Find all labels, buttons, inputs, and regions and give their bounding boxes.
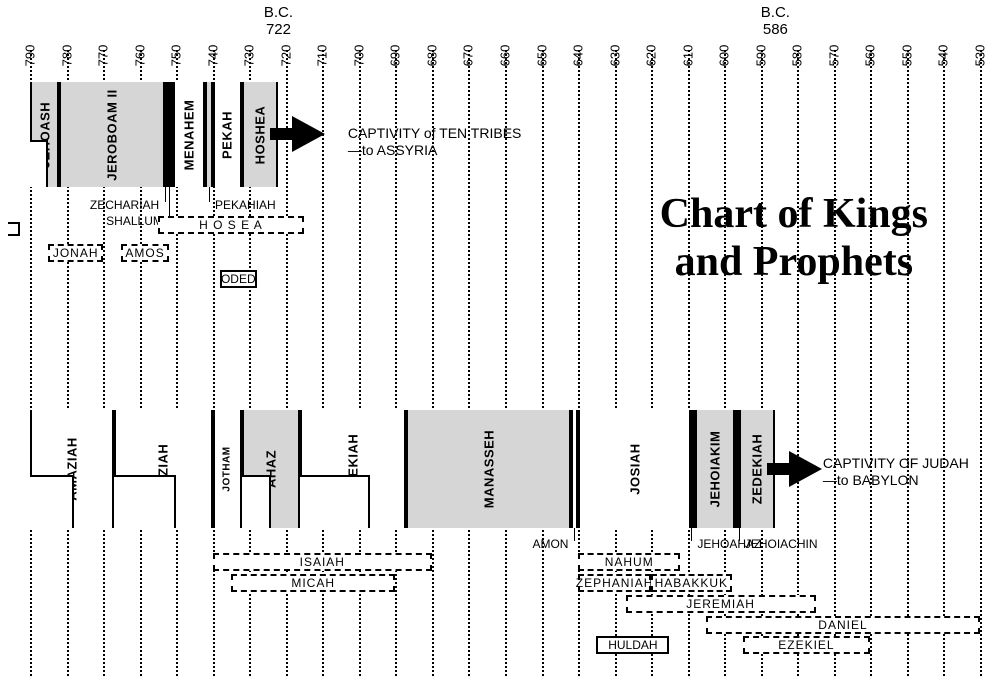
tick-label: 600 xyxy=(717,45,732,67)
tick-label: 630 xyxy=(607,45,622,67)
captivity-caption: CAPTIVITY of TEN TRIBES—to ASSYRIA xyxy=(348,125,522,159)
prophet-oded: ODED xyxy=(220,270,257,288)
tick-label: 650 xyxy=(534,45,549,67)
callout-zechariah: ZECHARIAH xyxy=(90,198,159,212)
tick-label: 720 xyxy=(278,45,293,67)
callout-shallum: SHALLUM xyxy=(106,214,163,228)
tick-label: 730 xyxy=(242,45,257,67)
prophet-huldah: HULDAH xyxy=(596,636,669,654)
prophet-jeremiah: JEREMIAH xyxy=(626,595,816,613)
tick-label: 580 xyxy=(790,45,805,67)
gridline xyxy=(943,50,945,676)
tick-label: 710 xyxy=(315,45,330,67)
captivity-caption: CAPTIVITY OF JUDAH—to BABYLON xyxy=(823,455,969,489)
prophet-habakkuk: HABAKKUK xyxy=(651,574,731,592)
arrow-icon xyxy=(767,449,827,489)
arrow-icon xyxy=(270,114,330,154)
tick-label: 760 xyxy=(132,45,147,67)
prophet-ezekiel: EZEKIEL xyxy=(743,636,871,654)
tick-label: 680 xyxy=(424,45,439,67)
tick-label: 790 xyxy=(23,45,38,67)
chart-title: Chart of Kingsand Prophets xyxy=(660,190,928,287)
prophet-daniel: DANIEL xyxy=(706,616,980,634)
tick-label: 540 xyxy=(936,45,951,67)
bc-marker: B.C.722 xyxy=(264,5,293,38)
tick-label: 780 xyxy=(59,45,74,67)
prophet-isaiah: ISAIAH xyxy=(213,553,432,571)
king-amon xyxy=(571,410,578,528)
king-jehoiakim: JEHOIAKIM xyxy=(695,410,735,528)
gridline xyxy=(542,50,544,676)
bc-marker: B.C.586 xyxy=(761,5,790,38)
tick-label: 700 xyxy=(351,45,366,67)
timeline-chart: 790 780 770 760 750 740 730 720 710 700 690 680 670 6… xyxy=(0,0,998,686)
tick-label: 770 xyxy=(96,45,111,67)
callout-jehoiachin: JEHOIACHIN xyxy=(745,537,818,551)
tick-label: 560 xyxy=(863,45,878,67)
tick-label: 750 xyxy=(169,45,184,67)
prophet-zephaniah: ZEPHANIAH xyxy=(578,574,651,592)
gridline xyxy=(797,50,799,676)
callout-amon: AMON xyxy=(532,537,568,551)
gridline xyxy=(834,50,836,676)
tick-label: 530 xyxy=(973,45,988,67)
tick-label: 640 xyxy=(571,45,586,67)
king-josiah: JOSIAH xyxy=(578,410,691,528)
tick-label: 670 xyxy=(461,45,476,67)
prophet-micah: MICAH xyxy=(231,574,395,592)
prophet-hosea: H O S E A xyxy=(158,216,304,234)
prophet-amos: AMOS xyxy=(121,244,169,262)
tick-label: 590 xyxy=(753,45,768,67)
tick-label: 660 xyxy=(498,45,513,67)
gridline xyxy=(761,50,763,676)
callout-pekahiah: PEKAHIAH xyxy=(215,198,276,212)
king-jeroboam-ii: JEROBOAM II xyxy=(59,82,165,187)
tick-label: 570 xyxy=(826,45,841,67)
king-pekah: PEKAH xyxy=(213,82,242,187)
tick-label: 740 xyxy=(205,45,220,67)
prophet-jonah: JONAH xyxy=(48,244,103,262)
gridline xyxy=(980,50,982,676)
prophet-nahum: NAHUM xyxy=(578,553,680,571)
gridline xyxy=(870,50,872,676)
tick-label: 610 xyxy=(680,45,695,67)
king-jotham: JOTHAM xyxy=(213,410,242,528)
king-manasseh: MANASSEH xyxy=(406,410,570,528)
tick-label: 550 xyxy=(899,45,914,67)
gridline xyxy=(907,50,909,676)
king-pekahiah xyxy=(205,82,212,187)
tick-label: 620 xyxy=(644,45,659,67)
tick-label: 690 xyxy=(388,45,403,67)
king-menahem: MENAHEM xyxy=(173,82,206,187)
